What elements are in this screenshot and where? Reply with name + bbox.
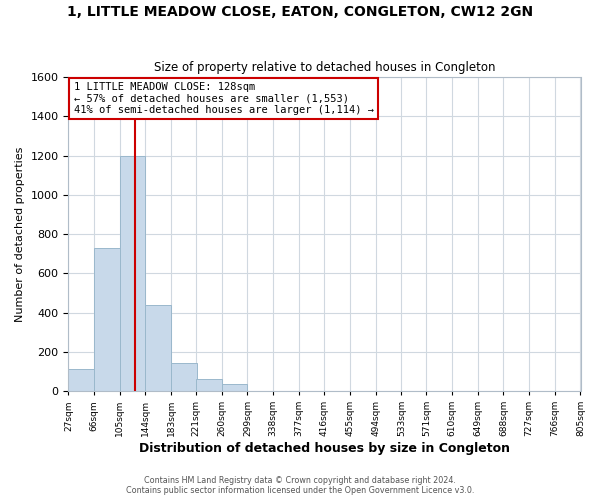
Text: Contains HM Land Registry data © Crown copyright and database right 2024.
Contai: Contains HM Land Registry data © Crown c…: [126, 476, 474, 495]
Bar: [94, 248, 120, 391]
Bar: [196, 380, 222, 391]
Title: Size of property relative to detached houses in Congleton: Size of property relative to detached ho…: [154, 62, 495, 74]
Bar: [120, 156, 145, 391]
X-axis label: Distribution of detached houses by size in Congleton: Distribution of detached houses by size …: [139, 442, 510, 455]
Bar: [145, 304, 171, 391]
Text: 1 LITTLE MEADOW CLOSE: 128sqm
← 57% of detached houses are smaller (1,553)
41% o: 1 LITTLE MEADOW CLOSE: 128sqm ← 57% of d…: [74, 82, 374, 115]
Text: 1, LITTLE MEADOW CLOSE, EATON, CONGLETON, CW12 2GN: 1, LITTLE MEADOW CLOSE, EATON, CONGLETON…: [67, 5, 533, 19]
Bar: [171, 362, 197, 391]
Bar: [222, 384, 247, 391]
Y-axis label: Number of detached properties: Number of detached properties: [15, 146, 25, 322]
Bar: [68, 370, 94, 391]
